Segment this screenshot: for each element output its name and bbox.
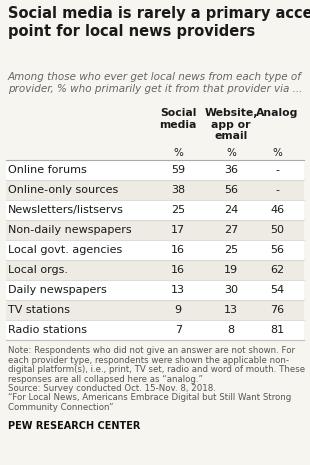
Text: Source: Survey conducted Oct. 15-Nov. 8, 2018.: Source: Survey conducted Oct. 15-Nov. 8,…: [8, 384, 216, 393]
Text: Online-only sources: Online-only sources: [8, 185, 118, 195]
Text: 81: 81: [270, 325, 285, 335]
Text: digital platform(s), i.e., print, TV set, radio and word of mouth. These: digital platform(s), i.e., print, TV set…: [8, 365, 305, 374]
Text: 7: 7: [175, 325, 182, 335]
Text: PEW RESEARCH CENTER: PEW RESEARCH CENTER: [8, 420, 140, 431]
Text: 9: 9: [175, 305, 182, 315]
Text: 25: 25: [171, 205, 185, 215]
Text: “For Local News, Americans Embrace Digital but Still Want Strong: “For Local News, Americans Embrace Digit…: [8, 393, 291, 403]
Text: Among those who ever get local news from each type of
provider, % who primarily : Among those who ever get local news from…: [8, 72, 302, 94]
Text: 46: 46: [270, 205, 285, 215]
Text: 62: 62: [270, 265, 285, 275]
Text: 13: 13: [224, 305, 238, 315]
Text: 24: 24: [224, 205, 238, 215]
Text: Local govt. agencies: Local govt. agencies: [8, 245, 122, 255]
Text: Daily newspapers: Daily newspapers: [8, 285, 107, 295]
Text: Non-daily newspapers: Non-daily newspapers: [8, 225, 132, 235]
Text: -: -: [276, 185, 279, 195]
Text: -: -: [276, 165, 279, 175]
Text: 76: 76: [270, 305, 285, 315]
Text: TV stations: TV stations: [8, 305, 70, 315]
Text: 13: 13: [171, 285, 185, 295]
Text: Community Connection”: Community Connection”: [8, 403, 113, 412]
Text: responses are all collapsed here as “analog.”: responses are all collapsed here as “ana…: [8, 374, 203, 384]
Text: %: %: [173, 148, 183, 158]
Text: %: %: [226, 148, 236, 158]
Text: 56: 56: [270, 245, 285, 255]
Text: Local orgs.: Local orgs.: [8, 265, 68, 275]
Text: 50: 50: [270, 225, 285, 235]
Text: 17: 17: [171, 225, 185, 235]
Text: Note: Respondents who did not give an answer are not shown. For: Note: Respondents who did not give an an…: [8, 346, 295, 355]
Text: %: %: [272, 148, 282, 158]
Text: 27: 27: [224, 225, 238, 235]
Text: Newsletters/listservs: Newsletters/listservs: [8, 205, 124, 215]
Text: 25: 25: [224, 245, 238, 255]
Text: 30: 30: [224, 285, 238, 295]
Text: Online forums: Online forums: [8, 165, 87, 175]
Text: Radio stations: Radio stations: [8, 325, 87, 335]
Text: 38: 38: [171, 185, 185, 195]
Text: 56: 56: [224, 185, 238, 195]
Text: 54: 54: [270, 285, 285, 295]
Text: 36: 36: [224, 165, 238, 175]
Text: Social media is rarely a primary access
point for local news providers: Social media is rarely a primary access …: [8, 6, 310, 39]
Text: 8: 8: [228, 325, 234, 335]
Text: Analog: Analog: [256, 108, 299, 118]
Text: Website,
app or
email: Website, app or email: [204, 108, 258, 141]
Text: 19: 19: [224, 265, 238, 275]
Text: Social
media: Social media: [160, 108, 197, 130]
Text: 16: 16: [171, 265, 185, 275]
Text: 16: 16: [171, 245, 185, 255]
Text: 59: 59: [171, 165, 185, 175]
Text: each provider type, respondents were shown the applicable non-: each provider type, respondents were sho…: [8, 356, 289, 365]
